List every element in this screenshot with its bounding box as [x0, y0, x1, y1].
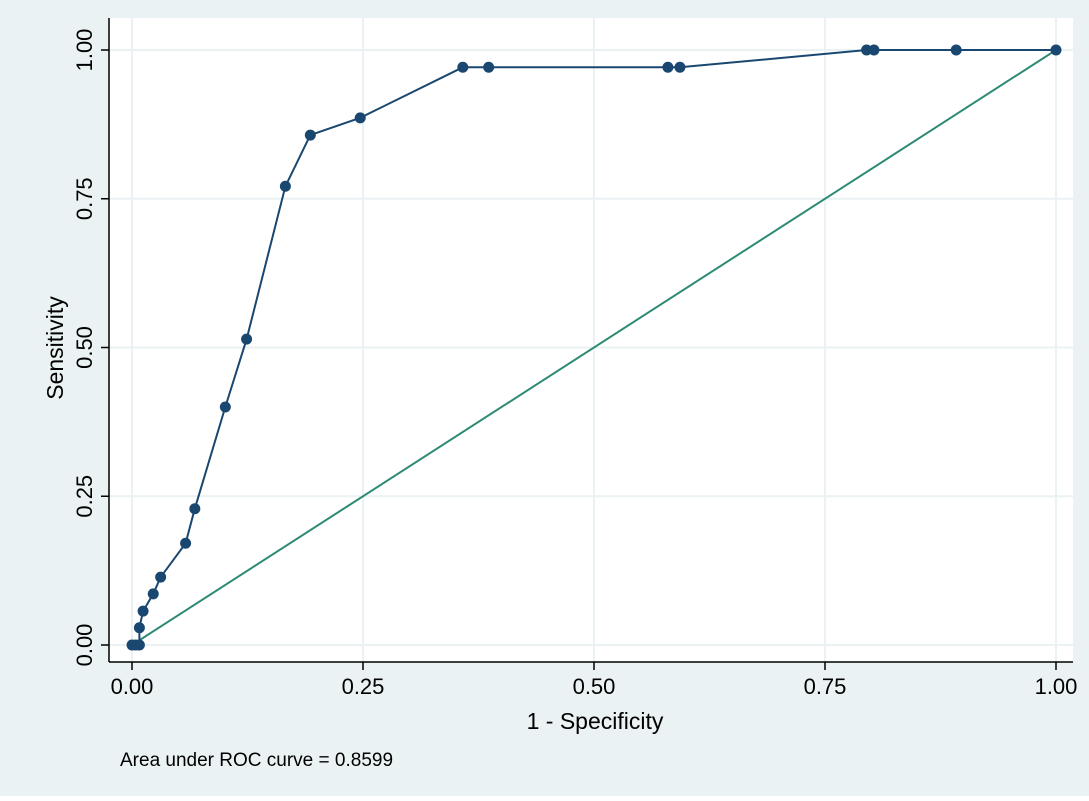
roc-point	[133, 622, 145, 634]
roc-point	[354, 112, 366, 124]
roc-point	[483, 61, 495, 73]
roc-point	[137, 605, 149, 617]
y-tick-label: 0.50	[72, 326, 97, 369]
x-axis-label: 1 - Specificity	[527, 708, 664, 734]
roc-point	[868, 44, 880, 56]
y-tick-label: 1.00	[72, 29, 97, 72]
x-tick-label: 0.75	[804, 674, 847, 699]
auc-note: Area under ROC curve = 0.8599	[120, 750, 393, 771]
y-tick-label: 0.25	[72, 475, 97, 518]
grid-lines	[109, 18, 1073, 662]
roc-point	[674, 61, 686, 73]
roc-point	[950, 44, 962, 56]
roc-point	[133, 639, 145, 651]
roc-point	[180, 537, 192, 549]
roc-point	[1050, 44, 1062, 56]
y-tick-label: 0.75	[72, 177, 97, 220]
roc-point	[279, 180, 291, 192]
roc-curve-line	[132, 49, 1056, 646]
plot-area	[109, 18, 1073, 662]
y-axis-label: Sensitivity	[42, 296, 68, 400]
roc-point	[662, 61, 674, 73]
roc-point	[155, 571, 167, 583]
series	[126, 44, 1062, 651]
roc-point	[304, 129, 316, 141]
axes	[108, 18, 1073, 663]
y-tick-label: 0.00	[72, 624, 97, 667]
roc-point	[189, 503, 201, 515]
roc-point	[241, 333, 253, 345]
tick-marks: 0.00 0.25 0.50 0.75 1.00 0.00 0.25 0.50 0.75 1.00	[72, 29, 1077, 699]
roc-point	[147, 588, 159, 600]
x-tick-label: 0.00	[111, 674, 154, 699]
roc-point	[219, 401, 231, 413]
roc-point	[457, 61, 469, 73]
x-tick-label: 1.00	[1035, 674, 1078, 699]
x-tick-label: 0.25	[342, 674, 385, 699]
x-tick-label: 0.50	[573, 674, 616, 699]
reference-line	[131, 49, 1057, 646]
